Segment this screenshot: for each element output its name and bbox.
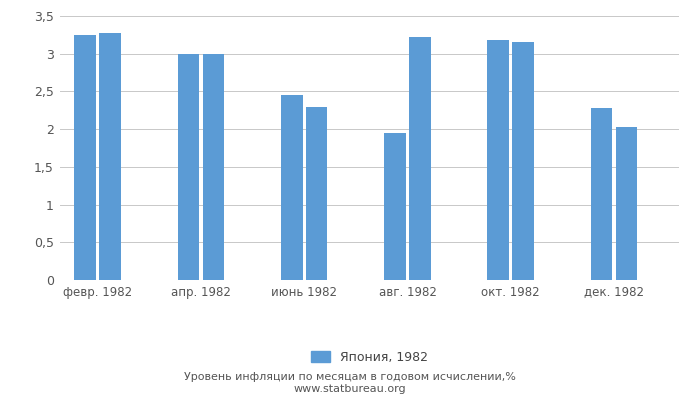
Bar [99,32,121,280]
Bar [615,127,637,280]
Legend: Япония, 1982: Япония, 1982 [306,346,433,369]
Bar [591,108,612,280]
Bar [281,95,302,280]
Bar [202,54,224,280]
Bar [74,35,96,280]
Bar [487,40,509,280]
Bar [178,54,200,280]
Bar [306,106,328,280]
Text: www.statbureau.org: www.statbureau.org [294,384,406,394]
Bar [512,42,534,280]
Bar [409,37,430,280]
Text: Уровень инфляции по месяцам в годовом исчислении,%: Уровень инфляции по месяцам в годовом ис… [184,372,516,382]
Bar [384,133,406,280]
